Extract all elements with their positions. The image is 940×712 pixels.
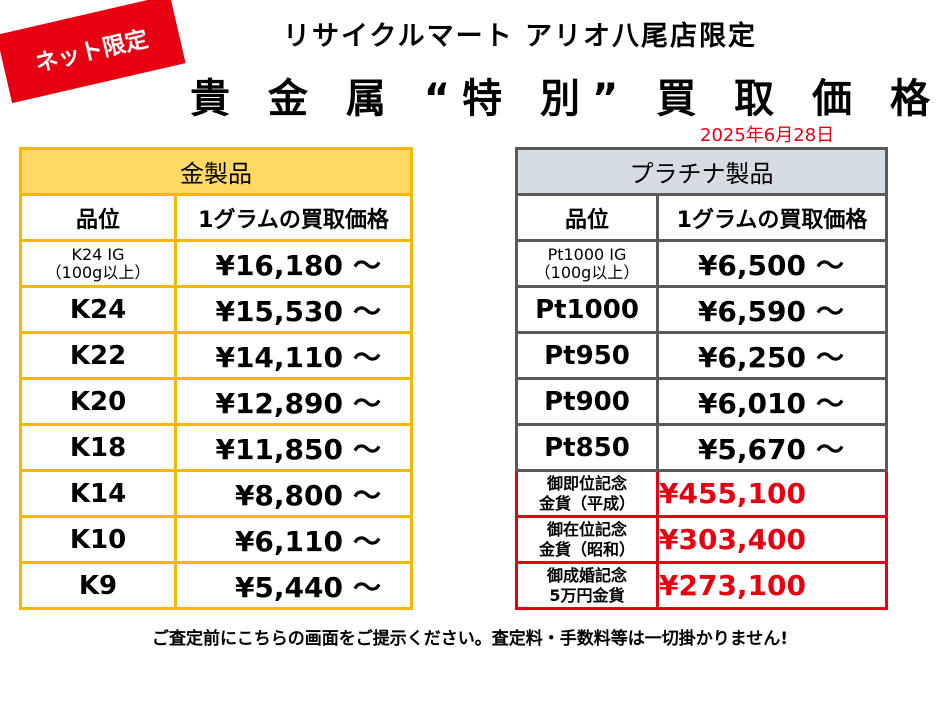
grade-line: K24 IG <box>71 244 125 264</box>
tilde-mark: ～ <box>353 248 382 282</box>
price-cell: ¥5,440 ～ <box>174 561 413 610</box>
grade-cell: K20 <box>19 377 177 426</box>
coin-label-line: 御在位記念 <box>546 519 627 539</box>
grade-cell: Pt1000 <box>515 285 659 334</box>
gold-price-column-header: 1グラムの買取価格 <box>174 193 413 242</box>
coin-label-line: 御即位記念 <box>546 473 627 493</box>
price-value: ¥5,670 <box>697 432 806 466</box>
platinum-table-header: プラチナ製品 <box>515 147 888 196</box>
tilde-mark: ～ <box>353 524 382 558</box>
price-cell: ¥8,800 ～ <box>174 469 413 518</box>
grade-line: （100g以上） <box>534 262 640 282</box>
table-row: K18 ¥11,850 ～ <box>19 423 413 472</box>
gold-grade-column-header: 品位 <box>19 193 177 242</box>
price-value: ¥6,590 <box>697 294 806 328</box>
price-value: ¥16,180 <box>215 248 343 282</box>
tilde-mark: ～ <box>816 432 845 466</box>
coin-label-line: 金貨（平成） <box>538 493 635 513</box>
grade-line: Pt1000 IG <box>547 244 627 264</box>
grade-cell: K24 IG （100g以上） <box>19 239 177 288</box>
table-row: K10 ¥6,110 ～ <box>19 515 413 564</box>
price-value: ¥5,440 <box>234 570 343 604</box>
price-cell: ¥6,110 ～ <box>174 515 413 564</box>
coin-price: ¥455,100 <box>656 469 888 518</box>
price-value: ¥12,890 <box>215 386 343 420</box>
price-cell: ¥6,010 ～ <box>656 377 888 426</box>
coin-label-line: 御成婚記念 <box>546 565 627 585</box>
price-cell: ¥6,590 ～ <box>656 285 888 334</box>
coin-price: ¥303,400 <box>656 515 888 564</box>
grade-cell: Pt950 <box>515 331 659 380</box>
table-row: Pt1000 IG （100g以上） ¥6,500 ～ <box>515 239 888 288</box>
tilde-mark: ～ <box>816 386 845 420</box>
grade-cell: K9 <box>19 561 177 610</box>
tilde-mark: ～ <box>353 294 382 328</box>
table-row: K24 ¥15,530 ～ <box>19 285 413 334</box>
gold-table-header: 金製品 <box>19 147 413 196</box>
grade-cell: Pt900 <box>515 377 659 426</box>
price-cell: ¥5,670 ～ <box>656 423 888 472</box>
grade-cell: Pt850 <box>515 423 659 472</box>
grade-cell: K14 <box>19 469 177 518</box>
tilde-mark: ～ <box>816 294 845 328</box>
grade-cell: K24 <box>19 285 177 334</box>
price-value: ¥15,530 <box>215 294 343 328</box>
price-value: ¥8,800 <box>234 478 343 512</box>
price-value: ¥6,010 <box>697 386 806 420</box>
platinum-price-table: プラチナ製品 品位 1グラムの買取価格 Pt1000 IG （100g以上） ¥… <box>515 147 888 610</box>
price-cell: ¥11,850 ～ <box>174 423 413 472</box>
price-date: 2025年6月28日 <box>700 125 835 146</box>
price-cell: ¥12,890 ～ <box>174 377 413 426</box>
table-row: Pt950 ¥6,250 ～ <box>515 331 888 380</box>
grade-cell: Pt1000 IG （100g以上） <box>515 239 659 288</box>
table-row: Pt1000 ¥6,590 ～ <box>515 285 888 334</box>
footer-note: ご査定前にこちらの画面をご提示ください。査定料・手数料等は一切掛かりません! <box>152 629 788 649</box>
grade-cell: K18 <box>19 423 177 472</box>
price-value: ¥6,250 <box>697 340 806 374</box>
grade-cell: K22 <box>19 331 177 380</box>
table-row: K22 ¥14,110 ～ <box>19 331 413 380</box>
table-row: K20 ¥12,890 ～ <box>19 377 413 426</box>
price-value: ¥14,110 <box>215 340 343 374</box>
tilde-mark: ～ <box>353 386 382 420</box>
commemorative-coin-row: 御在位記念 金貨（昭和） ¥303,400 <box>515 515 888 564</box>
tilde-mark: ～ <box>816 340 845 374</box>
price-cell: ¥16,180 ～ <box>174 239 413 288</box>
coin-label-line: 5万円金貨 <box>549 585 625 605</box>
tilde-mark: ～ <box>353 432 382 466</box>
gold-price-table: 金製品 品位 1グラムの買取価格 K24 IG （100g以上） ¥16,180… <box>19 147 413 610</box>
grade-line: （100g以上） <box>45 262 151 282</box>
platinum-price-column-header: 1グラムの買取価格 <box>656 193 888 242</box>
platinum-grade-column-header: 品位 <box>515 193 659 242</box>
commemorative-coin-row: 御即位記念 金貨（平成） ¥455,100 <box>515 469 888 518</box>
table-row: K24 IG （100g以上） ¥16,180 ～ <box>19 239 413 288</box>
tilde-mark: ～ <box>816 248 845 282</box>
coin-label-cell: 御成婚記念 5万円金貨 <box>515 561 659 610</box>
net-limited-badge: ネット限定 <box>0 0 186 104</box>
coin-label-cell: 御在位記念 金貨（昭和） <box>515 515 659 564</box>
table-row: Pt900 ¥6,010 ～ <box>515 377 888 426</box>
price-cell: ¥14,110 ～ <box>174 331 413 380</box>
tilde-mark: ～ <box>353 340 382 374</box>
grade-cell: K10 <box>19 515 177 564</box>
tilde-mark: ～ <box>353 570 382 604</box>
tilde-mark: ～ <box>353 478 382 512</box>
price-cell: ¥6,500 ～ <box>656 239 888 288</box>
price-value: ¥11,850 <box>215 432 343 466</box>
badge-text: ネット限定 <box>32 26 151 78</box>
table-row: K9 ¥5,440 ～ <box>19 561 413 610</box>
price-cell: ¥15,530 ～ <box>174 285 413 334</box>
page-title: 貴 金 属 “特 別” 買 取 価 格 <box>190 76 940 122</box>
coin-price: ¥273,100 <box>656 561 888 610</box>
table-row: Pt850 ¥5,670 ～ <box>515 423 888 472</box>
coin-label-cell: 御即位記念 金貨（平成） <box>515 469 659 518</box>
price-value: ¥6,500 <box>697 248 806 282</box>
table-row: K14 ¥8,800 ～ <box>19 469 413 518</box>
price-value: ¥6,110 <box>234 524 343 558</box>
commemorative-coin-row: 御成婚記念 5万円金貨 ¥273,100 <box>515 561 888 610</box>
store-subtitle: リサイクルマート アリオ八尾店限定 <box>282 21 758 52</box>
coin-label-line: 金貨（昭和） <box>538 539 635 559</box>
price-cell: ¥6,250 ～ <box>656 331 888 380</box>
